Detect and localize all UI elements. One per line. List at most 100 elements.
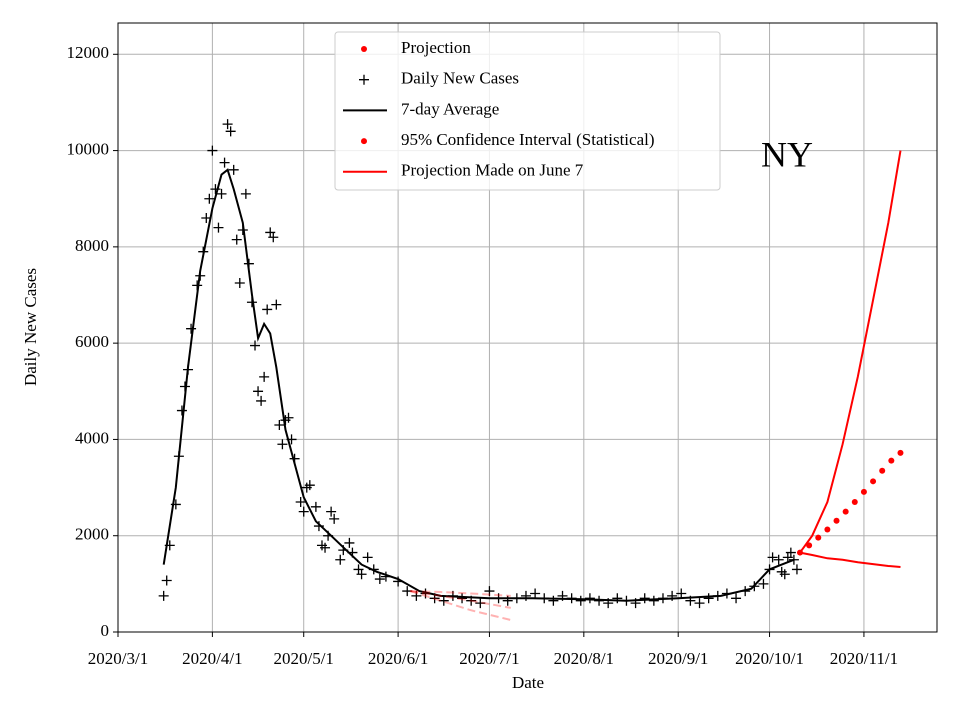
y-tick-label: 0 [101,621,110,640]
confidence-line [799,150,902,554]
average-line [162,168,795,602]
case-point [779,569,790,580]
legend-label: Projection [401,38,471,57]
case-point [277,439,288,450]
x-tick-label: 2020/11/1 [830,649,898,668]
case-point [228,164,239,175]
case-point [329,513,340,524]
case-point [648,595,659,606]
case-point [475,598,486,609]
case-point [612,593,623,604]
projection-point [824,526,831,533]
legend-label: 7-day Average [401,99,499,118]
case-point [548,595,559,606]
y-tick-label: 6000 [75,332,109,351]
case-point [268,232,279,243]
case-point [256,395,267,406]
projection-point [860,488,867,495]
legend-label: 95% Confidence Interval (Statistical) [401,130,655,149]
legend-marker [361,138,367,145]
case-point [231,234,242,245]
projection-line [409,590,512,621]
legend-marker [359,74,369,85]
x-tick-label: 2020/10/1 [735,649,804,668]
case-point [310,501,321,512]
x-tick-label: 2020/5/1 [273,649,333,668]
confidence-line [799,551,901,568]
legend-marker [361,46,367,52]
case-point [575,595,586,606]
case-point [326,506,337,517]
case-point [176,405,187,416]
projection-point [833,517,840,524]
case-point [335,554,346,565]
case-point [484,586,495,597]
case-point [530,588,541,599]
y-tick-label: 4000 [75,428,109,447]
case-point [320,542,331,553]
legend: Projection Daily New Cases 7-day Average 95… [334,31,721,191]
case-point [234,277,245,288]
x-tick-label: 2020/6/1 [368,649,428,668]
x-tick-label: 2020/9/1 [648,649,708,668]
projection-point [897,449,904,456]
case-point [344,537,355,548]
plot-frame [117,22,938,633]
y-tick-label: 8000 [75,236,109,255]
projection-point [842,508,849,515]
x-tick-label: 2020/7/1 [459,649,519,668]
case-point [250,340,261,351]
annotation: NY [761,134,813,174]
case-point [210,184,221,195]
case-point [767,552,778,563]
case-point [259,371,270,382]
case-point [304,480,315,491]
x-tick-label: 2020/3/1 [88,649,148,668]
case-point [362,552,373,563]
projection-point [879,467,886,474]
case-point [207,145,218,156]
case-point [703,593,714,604]
projection-point [815,534,822,541]
case-point [773,554,784,565]
x-axis-label: Date [512,673,544,692]
y-axis-label: Daily New Cases [21,268,40,386]
case-point [295,497,306,508]
case-point [213,222,224,233]
case-point [253,386,264,397]
case-point [639,593,650,604]
case-point [240,188,251,199]
case-point [271,299,282,310]
case-point [216,188,227,199]
case-point [758,578,769,589]
y-tick-label: 12000 [67,43,110,62]
case-point [438,595,449,606]
case-point [676,588,687,599]
case-point [298,506,309,517]
case-point [791,564,802,575]
projection-line [410,590,511,597]
marks [158,119,904,621]
case-point [356,569,367,580]
legend-label: Daily New Cases [401,69,519,88]
case-point [402,586,413,597]
case-point [158,590,169,601]
case-point [274,419,285,430]
legend-label: Projection Made on June 7 [401,161,584,180]
y-tick-label: 10000 [67,139,110,158]
case-point [204,193,215,204]
case-point [584,593,595,604]
case-point [694,598,705,609]
case-point [374,574,385,585]
projection-point [888,457,895,464]
y-tick-label: 2000 [75,525,109,544]
case-point [186,323,197,334]
case-point [731,593,742,604]
case-point [283,412,294,423]
projection-point [851,499,858,506]
projection-point [806,542,813,549]
projection-point [870,478,877,485]
projection-line [410,590,511,609]
x-tick-label: 2020/8/1 [554,649,614,668]
